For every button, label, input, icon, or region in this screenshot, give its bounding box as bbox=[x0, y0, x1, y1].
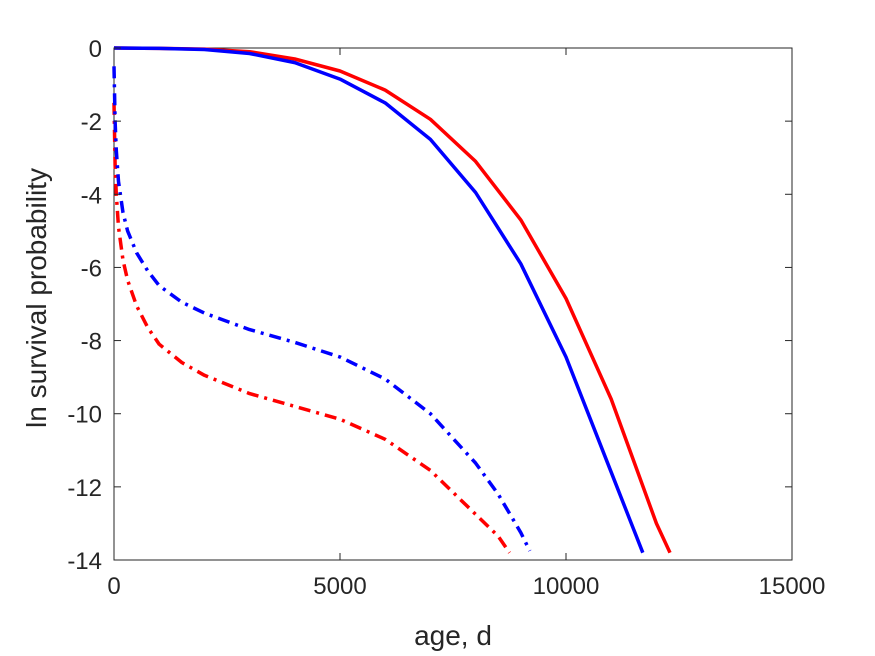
y-tick-label: -2 bbox=[81, 109, 102, 136]
tick-layer: 0 5000 10000 15000 0 -2 -4 -6 -8 -10 -12 -14 bbox=[67, 36, 825, 600]
y-tick-label: 0 bbox=[89, 36, 102, 63]
x-tick-label: 15000 bbox=[759, 573, 826, 600]
x-tick-label: 10000 bbox=[533, 573, 600, 600]
x-tick-label: 0 bbox=[107, 573, 120, 600]
y-axis-label: ln survival probability bbox=[21, 168, 52, 428]
y-tick-label: -8 bbox=[81, 329, 102, 356]
series-line-2 bbox=[113, 46, 645, 554]
series-line-3 bbox=[112, 102, 511, 554]
y-tick-label: -4 bbox=[81, 182, 102, 209]
x-tick-label: 5000 bbox=[313, 573, 366, 600]
plot-area bbox=[113, 47, 793, 561]
series-line-4 bbox=[112, 66, 532, 552]
y-tick-label: -12 bbox=[67, 475, 102, 502]
y-tick-label: -10 bbox=[67, 402, 102, 429]
y-tick-label: -6 bbox=[81, 255, 102, 282]
y-tick-label: -14 bbox=[67, 548, 102, 575]
x-axis-label: age, d bbox=[414, 620, 492, 651]
series-layer bbox=[112, 46, 672, 554]
